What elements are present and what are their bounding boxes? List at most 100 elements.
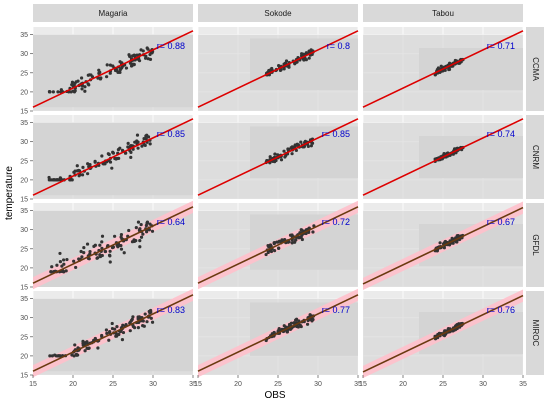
data-point <box>142 137 146 141</box>
data-point <box>264 252 268 257</box>
strip-label-gfdl: GFDL <box>531 234 540 256</box>
data-point <box>108 260 112 264</box>
data-point <box>81 165 85 169</box>
y-tick-label: 35 <box>20 120 28 127</box>
panel-magaria-gfdl-points <box>49 220 155 274</box>
panel-sokode-ccma: r= 0.8 <box>197 27 359 112</box>
data-point <box>126 141 130 146</box>
data-point <box>143 143 147 147</box>
data-point <box>294 238 298 242</box>
data-point <box>310 141 315 145</box>
data-point <box>98 253 102 257</box>
data-point <box>83 349 87 353</box>
data-point <box>130 240 135 244</box>
x-tick-label: 25 <box>109 381 117 388</box>
data-point <box>302 58 306 62</box>
data-point <box>74 265 78 270</box>
panel-tabou-ccma: r= 0.71 <box>362 27 524 112</box>
data-point <box>110 166 114 170</box>
data-point <box>148 57 153 62</box>
data-point <box>284 59 289 63</box>
data-point <box>115 325 119 329</box>
data-point <box>145 133 149 137</box>
x-tick-label: 25 <box>439 381 447 388</box>
data-point <box>110 326 115 331</box>
data-point <box>276 153 280 157</box>
data-point <box>437 331 441 335</box>
panel-magaria-gfdl-r-label: r= 0.64 <box>157 217 185 227</box>
data-point <box>51 90 55 94</box>
x-tick-label: 30 <box>479 381 487 388</box>
panel-tabou-gfdl-identity-line <box>362 206 524 285</box>
data-point <box>453 58 457 63</box>
data-point <box>285 330 289 334</box>
data-point <box>139 222 143 227</box>
data-point <box>62 258 66 262</box>
data-point <box>99 76 103 80</box>
data-point <box>97 68 101 72</box>
data-point <box>133 140 137 144</box>
data-point <box>103 249 108 254</box>
panel-tabou-ccma-r-label: r= 0.71 <box>487 41 515 51</box>
data-point <box>47 89 52 94</box>
panel-sokode-gfdl-identity-line <box>197 206 359 284</box>
data-point <box>124 66 129 70</box>
data-point <box>139 235 144 239</box>
data-point <box>82 246 86 250</box>
data-point <box>77 174 81 178</box>
y-tick-label: 15 <box>20 373 28 380</box>
strip-label-tabou: Tabou <box>432 9 454 18</box>
data-point <box>128 144 132 148</box>
strip-ccma <box>526 27 544 111</box>
data-point <box>143 312 147 316</box>
data-point <box>439 64 443 68</box>
data-point <box>108 63 113 67</box>
data-point <box>70 83 74 87</box>
y-tick-label: 30 <box>20 315 28 322</box>
strip-magaria <box>33 4 193 22</box>
strips-layer: Magaria Sokode Tabou CCMA CNRM GFDL MIROC <box>33 4 544 375</box>
panel-sokode-cnrm: r= 0.85 <box>197 115 359 200</box>
y-tick-label: 20 <box>20 89 28 96</box>
panel-sokode-ccma-r-label: r= 0.8 <box>327 41 350 51</box>
data-point <box>96 256 100 260</box>
data-point <box>56 178 60 182</box>
y-tick-label: 25 <box>20 158 28 165</box>
data-point <box>105 75 109 79</box>
data-point <box>272 249 277 253</box>
data-point <box>277 246 281 250</box>
panel-magaria-ccma-range-band-full <box>33 34 193 111</box>
data-point <box>136 326 140 330</box>
data-point <box>89 73 93 77</box>
data-point <box>127 228 131 233</box>
strip-label-miroc: MIROC <box>531 320 540 347</box>
data-point <box>305 322 310 326</box>
data-point <box>142 324 146 328</box>
data-point <box>136 146 140 150</box>
data-point <box>111 151 115 155</box>
data-point <box>134 226 138 230</box>
data-point <box>136 220 141 224</box>
data-point <box>70 178 74 182</box>
data-point <box>307 56 311 60</box>
data-point <box>86 162 90 166</box>
data-point <box>128 329 132 333</box>
data-point <box>145 220 150 224</box>
data-point <box>70 80 75 84</box>
y-tick-label: 35 <box>20 296 28 303</box>
data-point <box>141 232 145 236</box>
data-point <box>79 249 83 254</box>
data-point <box>80 76 84 80</box>
data-point <box>283 155 287 159</box>
data-point <box>294 318 298 322</box>
data-point <box>135 133 140 137</box>
panel-magaria-miroc: r= 0.83 <box>32 288 194 378</box>
data-point <box>288 327 293 331</box>
data-point <box>86 73 90 77</box>
data-point <box>49 270 53 274</box>
data-point <box>282 324 286 328</box>
panel-magaria-miroc-identity-line <box>32 294 194 372</box>
data-point <box>117 156 121 160</box>
strip-label-cnrm: CNRM <box>531 145 540 169</box>
data-point <box>75 164 79 168</box>
